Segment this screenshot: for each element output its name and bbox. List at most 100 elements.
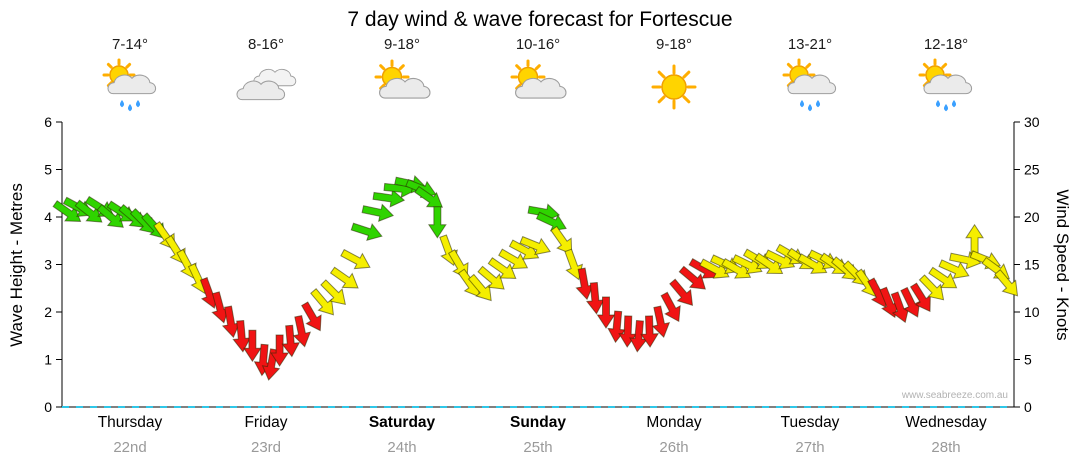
day-axis-label: Saturday 24th [327, 414, 477, 456]
wind-arrow [477, 265, 505, 290]
wind-arrow [900, 286, 921, 318]
cloud-icon [236, 80, 286, 101]
day-date: 22nd [113, 439, 147, 456]
wind-arrow [550, 225, 573, 255]
left-tick-label: 0 [44, 399, 52, 415]
day-temp-range: 13-21° [787, 36, 833, 53]
raindrop-icon [799, 100, 805, 108]
wind-arrow [242, 329, 262, 363]
wind-arrow [52, 200, 82, 222]
right-tick-label: 5 [1024, 352, 1032, 368]
raindrop-icon [951, 100, 957, 108]
raindrop-icon [935, 100, 941, 108]
wind-arrow [96, 203, 124, 228]
day-name: Thursday [97, 414, 163, 431]
sun-cloud-rain-weather-icon [102, 58, 157, 112]
wind-arrow [678, 265, 706, 290]
left-tick-label: 4 [44, 209, 52, 225]
wind-arrow [74, 199, 103, 223]
day-axis-label: Monday 26th [599, 414, 749, 456]
day-temp-range: 10-16° [515, 36, 561, 53]
wind-arrow [427, 206, 447, 239]
day-axis-label: Thursday 22nd [55, 414, 205, 456]
wind-arrow [329, 266, 359, 289]
day-date: 24th [387, 439, 417, 456]
sun-cloud-rain-weather-icon [918, 58, 973, 112]
wind-arrow [350, 222, 383, 241]
cloud-icon [107, 74, 157, 95]
raindrop-icon [807, 104, 813, 112]
day-temp-range: 7-14° [111, 36, 149, 53]
raindrop-icon [943, 104, 949, 112]
wind-arrow [221, 305, 241, 339]
wind-arrow [918, 274, 945, 301]
wind-arrow [596, 296, 616, 329]
day-axis-label: Wednesday 28th [871, 414, 1021, 456]
left-tick-label: 3 [44, 257, 52, 273]
wind-arrow [320, 279, 346, 305]
sun-icon [651, 64, 697, 110]
day-temp-range: 9-18° [655, 36, 693, 53]
wind-arrow [232, 319, 252, 353]
right-tick-label: 0 [1024, 399, 1032, 415]
wind-arrow [301, 301, 322, 332]
wind-arrow [754, 252, 784, 274]
wind-arrow [669, 278, 694, 306]
day-header: 7-14° [62, 36, 198, 122]
wind-arrow [519, 235, 551, 256]
wind-arrow [361, 203, 395, 222]
wind-arrow [270, 334, 290, 367]
wind-arrow [629, 319, 648, 353]
left-tick-label: 2 [44, 304, 52, 320]
wind-arrow [281, 324, 301, 358]
right-tick-label: 15 [1024, 257, 1040, 273]
day-name: Sunday [510, 414, 566, 431]
day-header: 10-16° [470, 36, 606, 122]
cloud-icon [515, 77, 567, 99]
day-date: 23rd [250, 439, 282, 456]
day-axis-label: Sunday 25th [463, 414, 613, 456]
day-temp-range: 12-18° [923, 36, 969, 53]
cloud-icon [787, 74, 837, 95]
day-axis-label: Tuesday 27th [735, 414, 885, 456]
day-name: Tuesday [780, 414, 840, 431]
wind-arrow [467, 273, 492, 302]
day-temp-range: 9-18° [383, 36, 421, 53]
wind-arrow [721, 258, 752, 279]
cloud-icon [379, 77, 431, 99]
sun-weather-icon [651, 64, 697, 110]
cloud-icon [923, 74, 973, 95]
wind-arrow [640, 315, 660, 348]
day-temp-range: 8-16° [247, 36, 285, 53]
day-axis-label: Friday 23rd [191, 414, 341, 456]
day-name: Saturday [368, 414, 436, 431]
left-tick-label: 5 [44, 162, 52, 178]
sun-cloud-rain-weather-icon [782, 58, 837, 112]
wind-arrow [372, 189, 406, 208]
left-tick-label: 1 [44, 352, 52, 368]
day-header: 13-21° [742, 36, 878, 122]
day-date: 28th [931, 439, 961, 456]
right-tick-label: 10 [1024, 304, 1040, 320]
wind-arrow [310, 288, 334, 316]
left-tick-label: 6 [44, 114, 52, 130]
cloudy-weather-icon [236, 68, 297, 101]
raindrop-icon [815, 100, 821, 108]
day-name: Monday [646, 414, 702, 431]
wind-arrow [585, 281, 605, 315]
wind-arrow [651, 305, 671, 339]
wind-arrow [340, 248, 371, 270]
wind-arrow [928, 266, 958, 289]
raindrop-icon [119, 100, 125, 108]
day-date: 25th [523, 439, 553, 456]
chart-title: 7 day wind & wave forecast for Fortescue [347, 8, 733, 31]
day-header: 9-18° [334, 36, 470, 122]
day-header: 8-16° [198, 36, 334, 122]
day-header: 9-18° [606, 36, 742, 122]
wind-arrow [498, 248, 529, 270]
wind-arrow [938, 259, 970, 279]
day-name: Friday [244, 414, 288, 431]
wind-arrow [994, 269, 1019, 297]
